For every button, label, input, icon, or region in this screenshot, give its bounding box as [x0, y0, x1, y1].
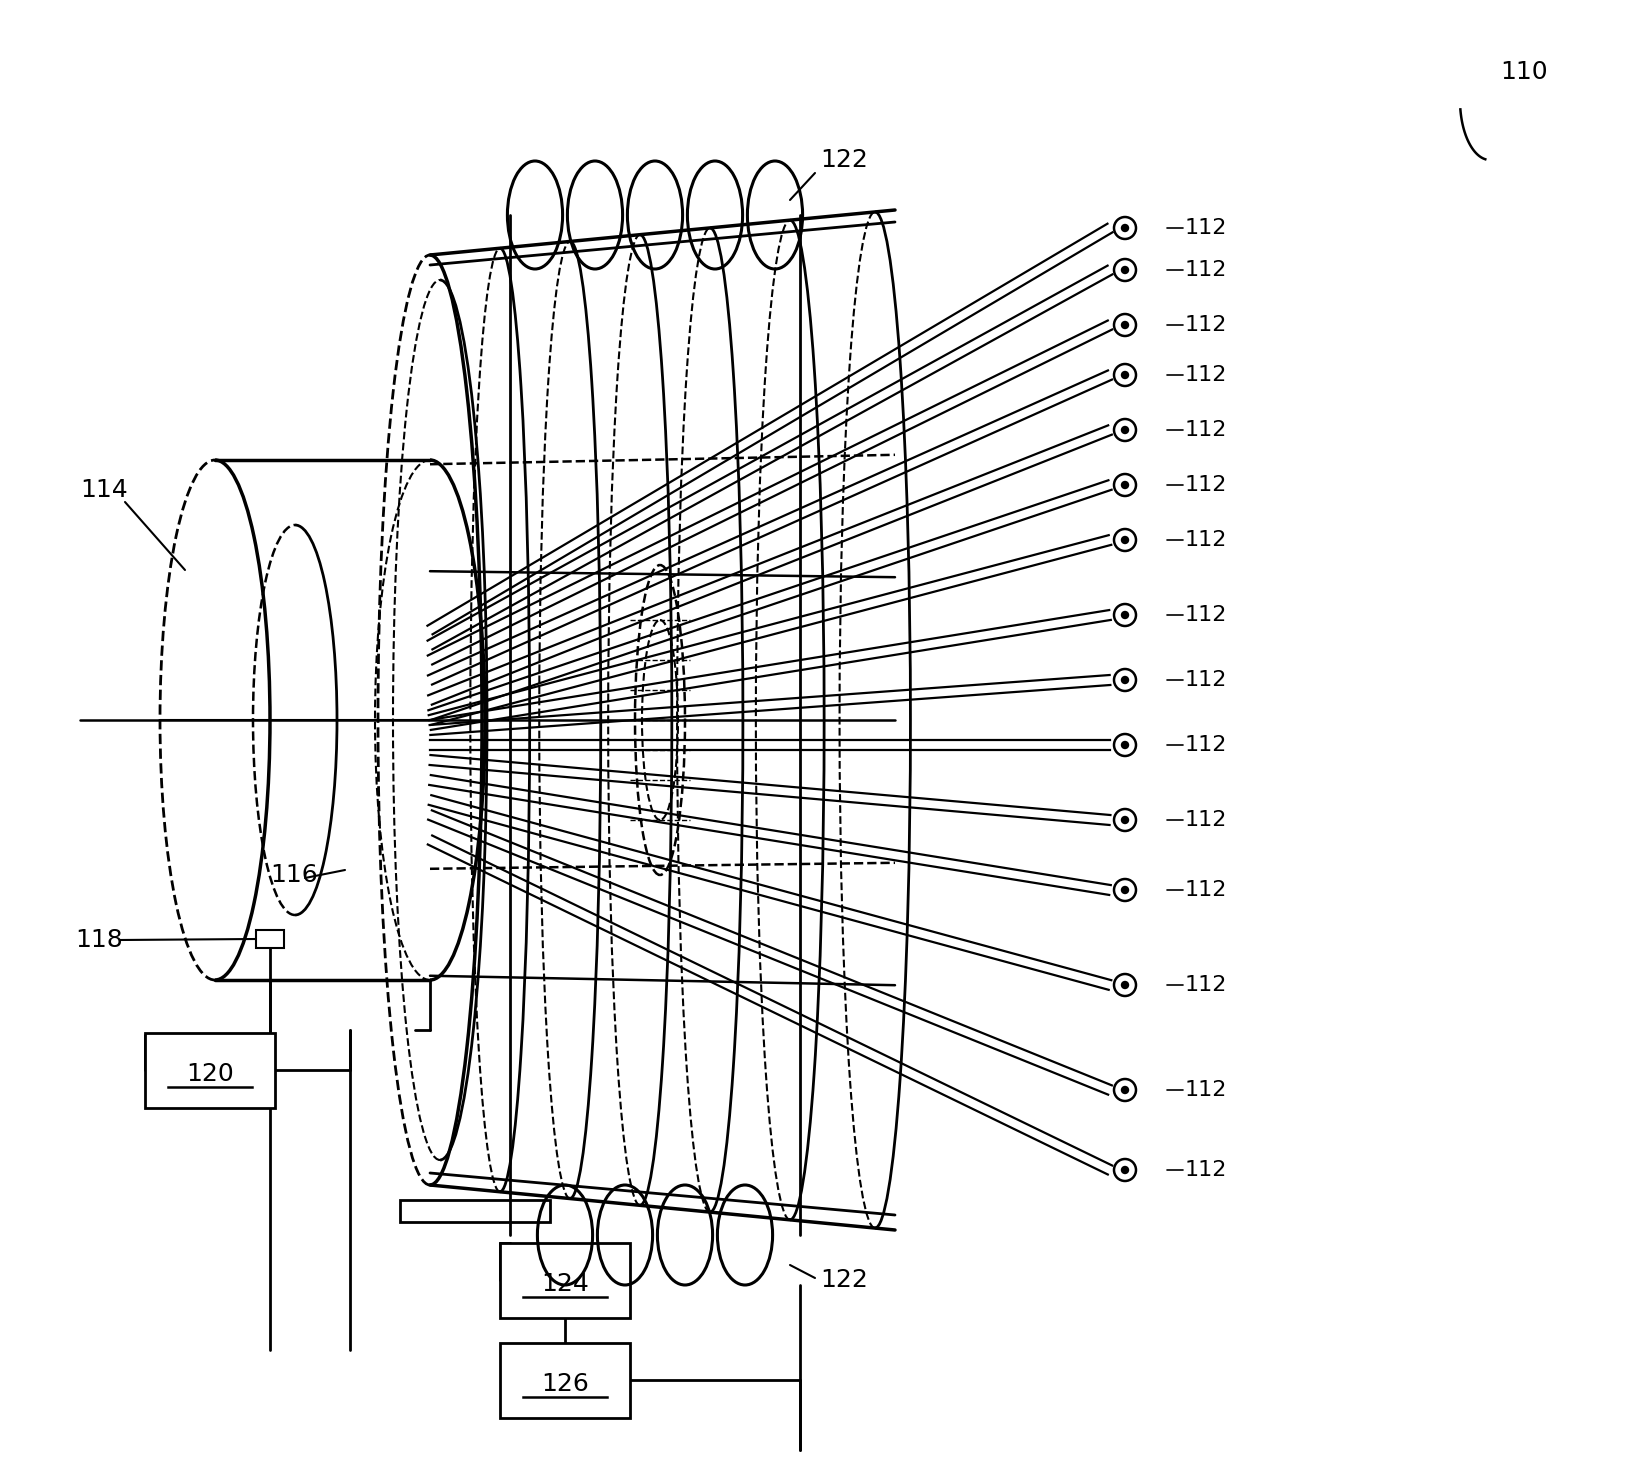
Circle shape: [1114, 879, 1136, 901]
Circle shape: [1122, 981, 1128, 988]
Text: 112: 112: [1185, 261, 1228, 280]
Circle shape: [1114, 1159, 1136, 1181]
Text: 122: 122: [821, 147, 868, 172]
Text: 110: 110: [1499, 60, 1548, 84]
Circle shape: [1114, 809, 1136, 831]
Text: 112: 112: [1185, 810, 1228, 829]
Circle shape: [1122, 816, 1128, 823]
Circle shape: [1114, 1080, 1136, 1100]
Circle shape: [1122, 611, 1128, 619]
Circle shape: [1114, 259, 1136, 281]
Circle shape: [1114, 217, 1136, 239]
Circle shape: [1114, 604, 1136, 626]
Text: 112: 112: [1185, 530, 1228, 549]
Text: 122: 122: [821, 1268, 868, 1292]
Text: 112: 112: [1185, 365, 1228, 384]
Text: 112: 112: [1185, 315, 1228, 334]
Circle shape: [1122, 482, 1128, 489]
Text: 118: 118: [75, 928, 122, 952]
Text: 112: 112: [1185, 879, 1228, 900]
Bar: [256, 929, 283, 949]
Circle shape: [1122, 224, 1128, 231]
Text: 112: 112: [1185, 670, 1228, 689]
Circle shape: [1114, 314, 1136, 336]
Text: 116: 116: [270, 863, 317, 887]
Text: 114: 114: [80, 479, 127, 502]
Text: 112: 112: [1185, 218, 1228, 239]
Bar: [500, 1342, 630, 1417]
Text: 112: 112: [1185, 1080, 1228, 1100]
Bar: [500, 1243, 630, 1317]
Circle shape: [1122, 676, 1128, 683]
Text: 112: 112: [1185, 975, 1228, 994]
Circle shape: [1122, 371, 1128, 379]
Circle shape: [1114, 974, 1136, 996]
Text: 112: 112: [1185, 735, 1228, 756]
Bar: [145, 1033, 275, 1108]
Circle shape: [1114, 364, 1136, 386]
Circle shape: [1114, 529, 1136, 551]
Circle shape: [1122, 741, 1128, 748]
Circle shape: [1122, 536, 1128, 544]
Text: 112: 112: [1185, 1161, 1228, 1180]
Circle shape: [1122, 267, 1128, 274]
Text: 120: 120: [186, 1062, 234, 1086]
Circle shape: [1122, 427, 1128, 433]
Bar: [400, 1200, 550, 1223]
Circle shape: [1122, 1087, 1128, 1093]
Circle shape: [1122, 321, 1128, 328]
Text: 112: 112: [1185, 420, 1228, 440]
Circle shape: [1114, 734, 1136, 756]
Circle shape: [1114, 669, 1136, 691]
Circle shape: [1114, 474, 1136, 496]
Circle shape: [1114, 418, 1136, 440]
Text: 124: 124: [540, 1273, 589, 1296]
Text: 112: 112: [1185, 605, 1228, 625]
Circle shape: [1122, 1167, 1128, 1174]
Text: 126: 126: [540, 1371, 589, 1396]
Circle shape: [1122, 887, 1128, 894]
Text: 112: 112: [1185, 474, 1228, 495]
